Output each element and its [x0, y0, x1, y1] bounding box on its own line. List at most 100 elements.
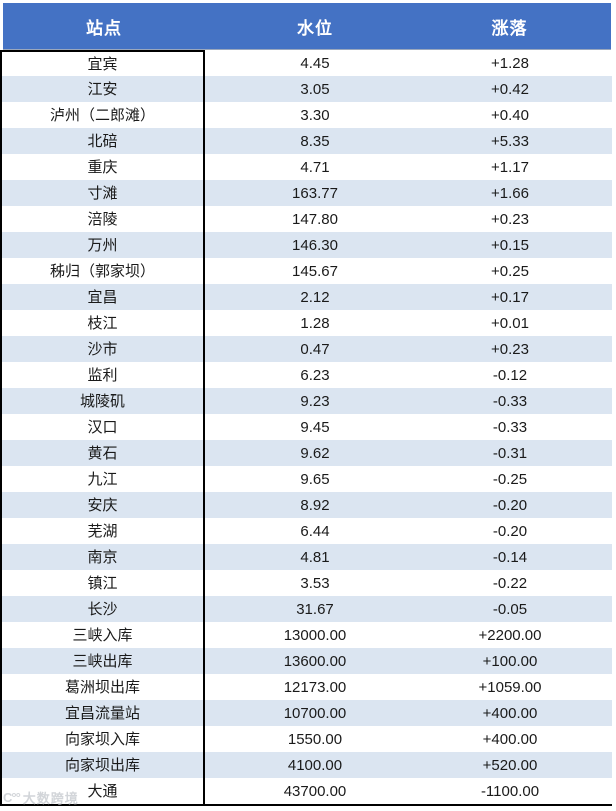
rise-fall-cell: -0.33 [492, 418, 528, 436]
station-cell: 葛洲坝出库 [0, 674, 205, 700]
table-row: 九江 9.65 -0.25 [0, 466, 612, 492]
station-cell: 万州 [0, 232, 205, 258]
station-cell: 寸滩 [0, 180, 205, 206]
table-row: 江安 3.05 +0.42 [0, 76, 612, 102]
table-row: 监利 6.23 -0.12 [0, 362, 612, 388]
rise-fall-cell: -1100.00 [480, 782, 540, 800]
water-level-cell: 6.23 [300, 366, 330, 384]
table-row: 镇江 3.53 -0.22 [0, 570, 612, 596]
table-row: 黄石 9.62 -0.31 [0, 440, 612, 466]
table-row: 涪陵 147.80 +0.23 [0, 206, 612, 232]
rise-fall-cell: +0.23 [491, 210, 529, 228]
station-cell: 宜昌流量站 [0, 700, 205, 726]
station-cell: 宜昌 [0, 284, 205, 310]
water-level-cell: 146.30 [292, 236, 338, 254]
station-cell: 泸州（二郎滩） [0, 102, 205, 128]
water-level-cell: 145.67 [292, 262, 338, 280]
water-level-cell: 4.71 [300, 158, 330, 176]
station-cell: 黄石 [0, 440, 205, 466]
water-level-table-page: 站点 水位 涨落 宜宾 4.45 +1.28 江安 3.05 +0.42 泸州（… [0, 3, 616, 811]
station-cell: 三峡入库 [0, 622, 205, 648]
station-cell: 北碚 [0, 128, 205, 154]
rise-fall-cell: -0.22 [492, 574, 528, 592]
table-row: 宜昌流量站 10700.00 +400.00 [0, 700, 612, 726]
water-level-cell: 4100.00 [287, 756, 343, 774]
water-level-cell: 8.35 [300, 132, 330, 150]
water-level-cell: 2.12 [300, 288, 330, 306]
rise-fall-cell: -0.12 [492, 366, 528, 384]
rise-fall-cell: +0.17 [491, 288, 529, 306]
table-row: 宜昌 2.12 +0.17 [0, 284, 612, 310]
water-level-cell: 9.45 [300, 418, 330, 436]
station-cell: 宜宾 [0, 50, 205, 76]
rise-fall-cell: -0.31 [492, 444, 528, 462]
water-level-cell: 3.05 [300, 80, 330, 98]
table-row: 泸州（二郎滩） 3.30 +0.40 [0, 102, 612, 128]
table-row: 枝江 1.28 +0.01 [0, 310, 612, 336]
rise-fall-cell: -0.05 [492, 600, 528, 618]
water-level-cell: 4.81 [300, 548, 330, 566]
rise-fall-cell: +100.00 [482, 652, 538, 670]
rise-fall-cell: -0.25 [492, 470, 528, 488]
rise-fall-cell: -0.20 [492, 496, 528, 514]
table-row: 万州 146.30 +0.15 [0, 232, 612, 258]
water-level-cell: 43700.00 [283, 782, 347, 800]
water-level-cell: 1.28 [300, 314, 330, 332]
station-cell: 秭归（郭家坝） [0, 258, 205, 284]
table-row: 安庆 8.92 -0.20 [0, 492, 612, 518]
rise-fall-cell: +0.01 [491, 314, 529, 332]
rise-fall-cell: +2200.00 [478, 626, 542, 644]
water-level-cell: 31.67 [296, 600, 334, 618]
rise-fall-cell: +400.00 [482, 730, 538, 748]
station-cell: 三峡出库 [0, 648, 205, 674]
table-row: 沙市 0.47 +0.23 [0, 336, 612, 362]
station-cell: 涪陵 [0, 206, 205, 232]
station-cell: 监利 [0, 362, 205, 388]
water-level-cell: 1550.00 [287, 730, 343, 748]
water-level-cell: 4.45 [300, 54, 330, 72]
table-row: 寸滩 163.77 +1.66 [0, 180, 612, 206]
station-cell: 安庆 [0, 492, 205, 518]
station-cell: 江安 [0, 76, 205, 102]
water-level-table: 站点 水位 涨落 宜宾 4.45 +1.28 江安 3.05 +0.42 泸州（… [0, 3, 616, 806]
station-cell: 沙市 [0, 336, 205, 362]
water-level-cell: 13000.00 [283, 626, 347, 644]
table-row: 城陵矶 9.23 -0.33 [0, 388, 612, 414]
table-row: 宜宾 4.45 +1.28 [0, 50, 612, 76]
table-row: 三峡入库 13000.00 +2200.00 [0, 622, 612, 648]
water-level-cell: 6.44 [300, 522, 330, 540]
rise-fall-cell: +520.00 [482, 756, 538, 774]
table-row: 长沙 31.67 -0.05 [0, 596, 612, 622]
station-cell: 长沙 [0, 596, 205, 622]
water-level-cell: 3.30 [300, 106, 330, 124]
station-cell: 镇江 [0, 570, 205, 596]
station-cell: 大通 [0, 778, 205, 804]
rise-fall-cell: +0.23 [491, 340, 529, 358]
column-header-rise-fall: 涨落 [491, 18, 528, 38]
water-level-cell: 9.65 [300, 470, 330, 488]
water-level-cell: 9.23 [300, 392, 330, 410]
water-level-cell: 10700.00 [283, 704, 347, 722]
station-cell: 向家坝入库 [0, 726, 205, 752]
table-row: 葛洲坝出库 12173.00 +1059.00 [0, 674, 612, 700]
water-level-cell: 147.80 [292, 210, 338, 228]
table-header-row: 站点 水位 涨落 [3, 3, 611, 50]
water-level-cell: 12173.00 [283, 678, 347, 696]
rise-fall-cell: +1.66 [491, 184, 529, 202]
rise-fall-cell: +5.33 [491, 132, 529, 150]
water-level-cell: 163.77 [292, 184, 338, 202]
water-level-cell: 8.92 [300, 496, 330, 514]
table-row: 汉口 9.45 -0.33 [0, 414, 612, 440]
station-cell: 南京 [0, 544, 205, 570]
table-row: 北碚 8.35 +5.33 [0, 128, 612, 154]
station-cell: 重庆 [0, 154, 205, 180]
rise-fall-cell: -0.20 [492, 522, 528, 540]
station-cell: 枝江 [0, 310, 205, 336]
table-row: 南京 4.81 -0.14 [0, 544, 612, 570]
rise-fall-cell: +1.17 [491, 158, 529, 176]
station-cell: 向家坝出库 [0, 752, 205, 778]
table-row: 向家坝出库 4100.00 +520.00 [0, 752, 612, 778]
station-cell: 九江 [0, 466, 205, 492]
station-cell: 汉口 [0, 414, 205, 440]
table-row: 大通 43700.00 -1100.00 [0, 778, 612, 804]
